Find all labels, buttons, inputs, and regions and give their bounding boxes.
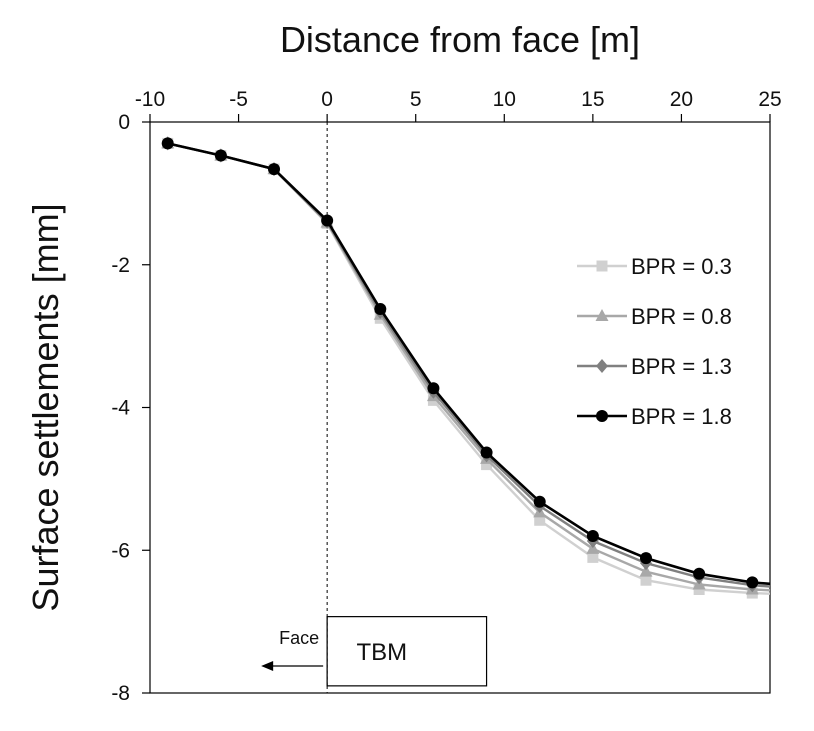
- x-tick-label: 25: [758, 88, 781, 111]
- legend-item-2: BPR = 0.8: [577, 304, 732, 329]
- y-axis-title: Surface settlements [mm]: [25, 203, 66, 611]
- axes-layer: -10 -5 0 5 10 15 20 25 0 -2 -4 -6 -8: [111, 88, 781, 705]
- legend-layer: BPR = 0.3 BPR = 0.8 BPR = 1.3 BPR = 1.8: [577, 254, 732, 429]
- tbm-label: TBM: [357, 639, 408, 666]
- data-point: [374, 303, 387, 316]
- legend-label: BPR = 0.3: [631, 254, 732, 279]
- x-tick-label: 0: [321, 88, 333, 111]
- x-tick-label: 20: [670, 88, 693, 111]
- legend-marker: [595, 309, 609, 321]
- data-point: [587, 551, 599, 563]
- legend-marker: [596, 410, 608, 422]
- face-arrow-head: [261, 661, 274, 671]
- data-point: [268, 163, 280, 176]
- data-point: [746, 576, 759, 589]
- y-tick-label: -8: [111, 682, 130, 705]
- face-label: Face: [279, 628, 319, 648]
- y-tick-label: -4: [111, 397, 130, 420]
- legend-item-1: BPR = 0.3: [577, 254, 732, 279]
- data-point: [480, 446, 493, 459]
- data-point: [586, 529, 599, 542]
- y-tick-label: -6: [111, 539, 130, 562]
- legend-item-4: BPR = 1.8: [577, 404, 732, 429]
- data-point: [640, 552, 652, 565]
- x-tick-label: 5: [410, 88, 422, 111]
- tbm-box: [326, 616, 488, 687]
- x-tick-label: 15: [581, 88, 604, 111]
- legend-marker: [596, 359, 608, 373]
- x-tick-label: -5: [229, 88, 248, 111]
- data-point: [321, 214, 334, 227]
- series-layer: [161, 136, 771, 599]
- data-point: [533, 495, 546, 508]
- series-4: [161, 137, 771, 589]
- data-point: [639, 564, 653, 577]
- legend-label: BPR = 0.8: [631, 304, 732, 329]
- y-tick-label: 0: [118, 111, 130, 134]
- legend-label: BPR = 1.8: [631, 404, 732, 429]
- legend-item-3: BPR = 1.3: [577, 354, 732, 379]
- data-point: [427, 382, 440, 395]
- x-axis-title: Distance from face [m]: [280, 19, 640, 60]
- legend-marker: [596, 260, 608, 272]
- legend-label: BPR = 1.3: [631, 354, 732, 379]
- data-point: [693, 567, 706, 580]
- data-point: [481, 459, 493, 471]
- annotations-layer: TBM Face: [261, 122, 488, 693]
- data-point: [640, 574, 652, 586]
- data-point: [534, 514, 546, 526]
- data-point: [214, 149, 227, 162]
- y-tick-label: -2: [111, 254, 130, 277]
- x-tick-label: -10: [135, 88, 165, 111]
- x-tick-label: 10: [493, 88, 516, 111]
- data-point: [161, 137, 174, 150]
